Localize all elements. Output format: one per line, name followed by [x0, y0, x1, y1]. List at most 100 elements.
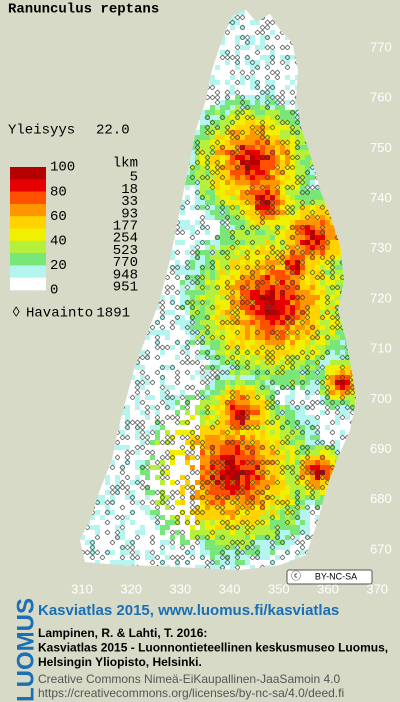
- observation-diamond: [159, 189, 166, 196]
- map-cell: [220, 350, 225, 355]
- map-cell: [305, 300, 310, 305]
- map-cell: [290, 320, 295, 325]
- map-cell: [265, 355, 270, 360]
- map-cell: [210, 85, 215, 90]
- map-cell: [350, 45, 355, 50]
- map-cell: [275, 350, 280, 355]
- map-cell: [250, 240, 255, 245]
- map-cell: [135, 95, 140, 100]
- observation-diamond: [80, 264, 86, 271]
- map-cell: [95, 285, 100, 290]
- map-cell: [235, 50, 240, 55]
- map-cell: [210, 290, 215, 295]
- map-cell: [180, 130, 185, 135]
- map-cell: [285, 280, 290, 285]
- map-cell: [90, 220, 95, 225]
- map-cell: [275, 340, 280, 345]
- map-cell: [160, 295, 165, 300]
- map-cell: [320, 250, 325, 255]
- map-cell: [165, 305, 170, 310]
- observation-diamond: [119, 109, 126, 116]
- map-cell: [210, 50, 215, 55]
- map-cell: [265, 240, 270, 245]
- map-cell: [300, 35, 305, 40]
- map-cell: [355, 65, 356, 70]
- map-cell: [355, 295, 356, 300]
- map-cell: [165, 140, 170, 145]
- map-cell: [325, 100, 330, 105]
- map-cell: [170, 325, 175, 330]
- map-cell: [275, 85, 280, 90]
- map-cell: [130, 315, 135, 320]
- map-cell: [170, 40, 175, 45]
- map-cell: [355, 40, 356, 45]
- map-cell: [355, 330, 356, 335]
- map-cell: [105, 70, 110, 75]
- map-cell: [205, 90, 210, 95]
- map-cell: [290, 265, 295, 270]
- map-cell: [180, 235, 185, 240]
- map-cell: [350, 350, 355, 355]
- map-cell: [290, 185, 295, 190]
- map-cell: [200, 155, 205, 160]
- map-cell: [310, 330, 315, 335]
- map-cell: [315, 65, 320, 70]
- map-cell: [185, 135, 190, 140]
- map-cell: [265, 85, 270, 90]
- map-cell: [325, 170, 330, 175]
- map-cell: [155, 40, 160, 45]
- map-cell: [225, 60, 230, 65]
- map-cell: [195, 315, 200, 320]
- map-cell: [195, 80, 200, 85]
- map-cell: [185, 60, 190, 65]
- map-cell: [115, 55, 120, 60]
- map-cell: [145, 200, 150, 205]
- observation-diamond: [94, 49, 101, 56]
- map-cell: [310, 320, 315, 325]
- map-cell: [275, 260, 280, 265]
- map-cell: [275, 145, 280, 150]
- map-cell: [185, 80, 190, 85]
- observation-diamond: [114, 29, 121, 36]
- map-cell: [275, 185, 280, 190]
- map-cell: [90, 175, 95, 180]
- map-cell: [195, 295, 200, 300]
- map-cell: [100, 150, 105, 155]
- map-cell: [170, 170, 175, 175]
- map-cell: [290, 15, 295, 20]
- map-cell: [205, 245, 210, 250]
- map-cell: [355, 335, 356, 340]
- map-cell: [310, 120, 315, 125]
- map-cell: [215, 350, 220, 355]
- map-cell: [175, 170, 180, 175]
- map-cell: [300, 215, 305, 220]
- observation-diamond: [139, 99, 146, 106]
- map-cell: [345, 260, 350, 265]
- map-cell: [285, 340, 290, 345]
- map-cell: [225, 85, 230, 90]
- map-cell: [215, 60, 220, 65]
- map-cell: [90, 125, 95, 130]
- map-cell: [195, 100, 200, 105]
- map-cell: [285, 75, 290, 80]
- map-cell: [300, 245, 305, 250]
- map-cell: [350, 135, 355, 140]
- map-cell: [250, 125, 255, 130]
- map-cell: [145, 270, 150, 275]
- map-cell: [300, 160, 305, 165]
- map-cell: [300, 315, 305, 320]
- map-cell: [195, 170, 200, 175]
- map-cell: [260, 320, 265, 325]
- map-cell: [285, 40, 290, 45]
- map-cell: [330, 85, 335, 90]
- map-cell: [310, 40, 315, 45]
- map-cell: [140, 35, 145, 40]
- observation-diamond: [339, 189, 346, 196]
- map-cell: [285, 65, 290, 70]
- map-cell: [270, 160, 275, 165]
- map-cell: [215, 100, 220, 105]
- map-cell: [245, 250, 250, 255]
- map-cell: [220, 270, 225, 275]
- map-cell: [105, 105, 110, 110]
- observation-diamond: [84, 269, 91, 276]
